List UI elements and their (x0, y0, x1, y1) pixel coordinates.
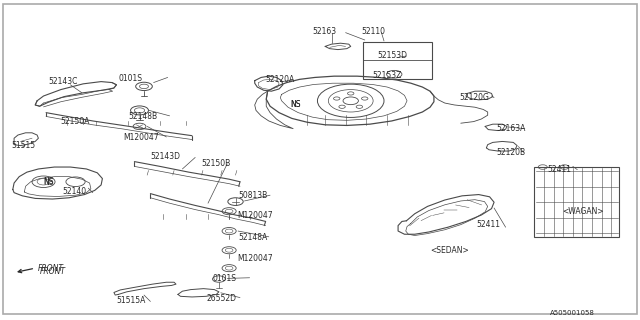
Bar (363, 42, 432, 79)
Text: 52163A: 52163A (496, 124, 525, 133)
Text: M120047: M120047 (123, 133, 159, 142)
Text: NS: NS (291, 100, 301, 109)
Text: NS: NS (43, 178, 53, 187)
Text: 51515: 51515 (11, 141, 35, 150)
Text: NS: NS (44, 177, 54, 186)
Text: 52143C: 52143C (48, 77, 77, 86)
Bar (534, 167, 619, 237)
Text: 26552D: 26552D (206, 294, 236, 303)
Text: 52411: 52411 (547, 165, 572, 174)
Text: 52143D: 52143D (150, 152, 180, 161)
Text: 52120A: 52120A (266, 76, 295, 84)
Text: 52148A: 52148A (238, 233, 268, 242)
Text: 52110: 52110 (362, 28, 385, 36)
Text: 52120B: 52120B (496, 148, 525, 157)
Text: 52153Z: 52153Z (372, 71, 402, 80)
Text: 52153D: 52153D (378, 51, 408, 60)
Text: 51515A: 51515A (116, 296, 146, 305)
Text: FRONT: FRONT (40, 267, 66, 276)
Text: <WAGAN>: <WAGAN> (562, 207, 604, 216)
Text: <SEDAN>: <SEDAN> (430, 246, 469, 255)
Text: 52150A: 52150A (61, 117, 90, 126)
Text: M120047: M120047 (237, 254, 273, 263)
Text: 52120G: 52120G (460, 93, 490, 102)
Text: 0101S: 0101S (212, 274, 237, 283)
Text: M120047: M120047 (237, 211, 273, 220)
Text: 50813B: 50813B (238, 191, 268, 200)
Text: FRONT: FRONT (38, 264, 64, 273)
Text: 52163: 52163 (312, 28, 337, 36)
Text: 52140: 52140 (63, 188, 87, 196)
Text: 52148B: 52148B (128, 112, 157, 121)
Text: A505001058: A505001058 (550, 310, 595, 316)
Text: 0101S: 0101S (118, 74, 143, 83)
Text: NS: NS (290, 100, 300, 109)
Text: 52411: 52411 (477, 220, 501, 229)
Text: 52150B: 52150B (202, 159, 231, 168)
